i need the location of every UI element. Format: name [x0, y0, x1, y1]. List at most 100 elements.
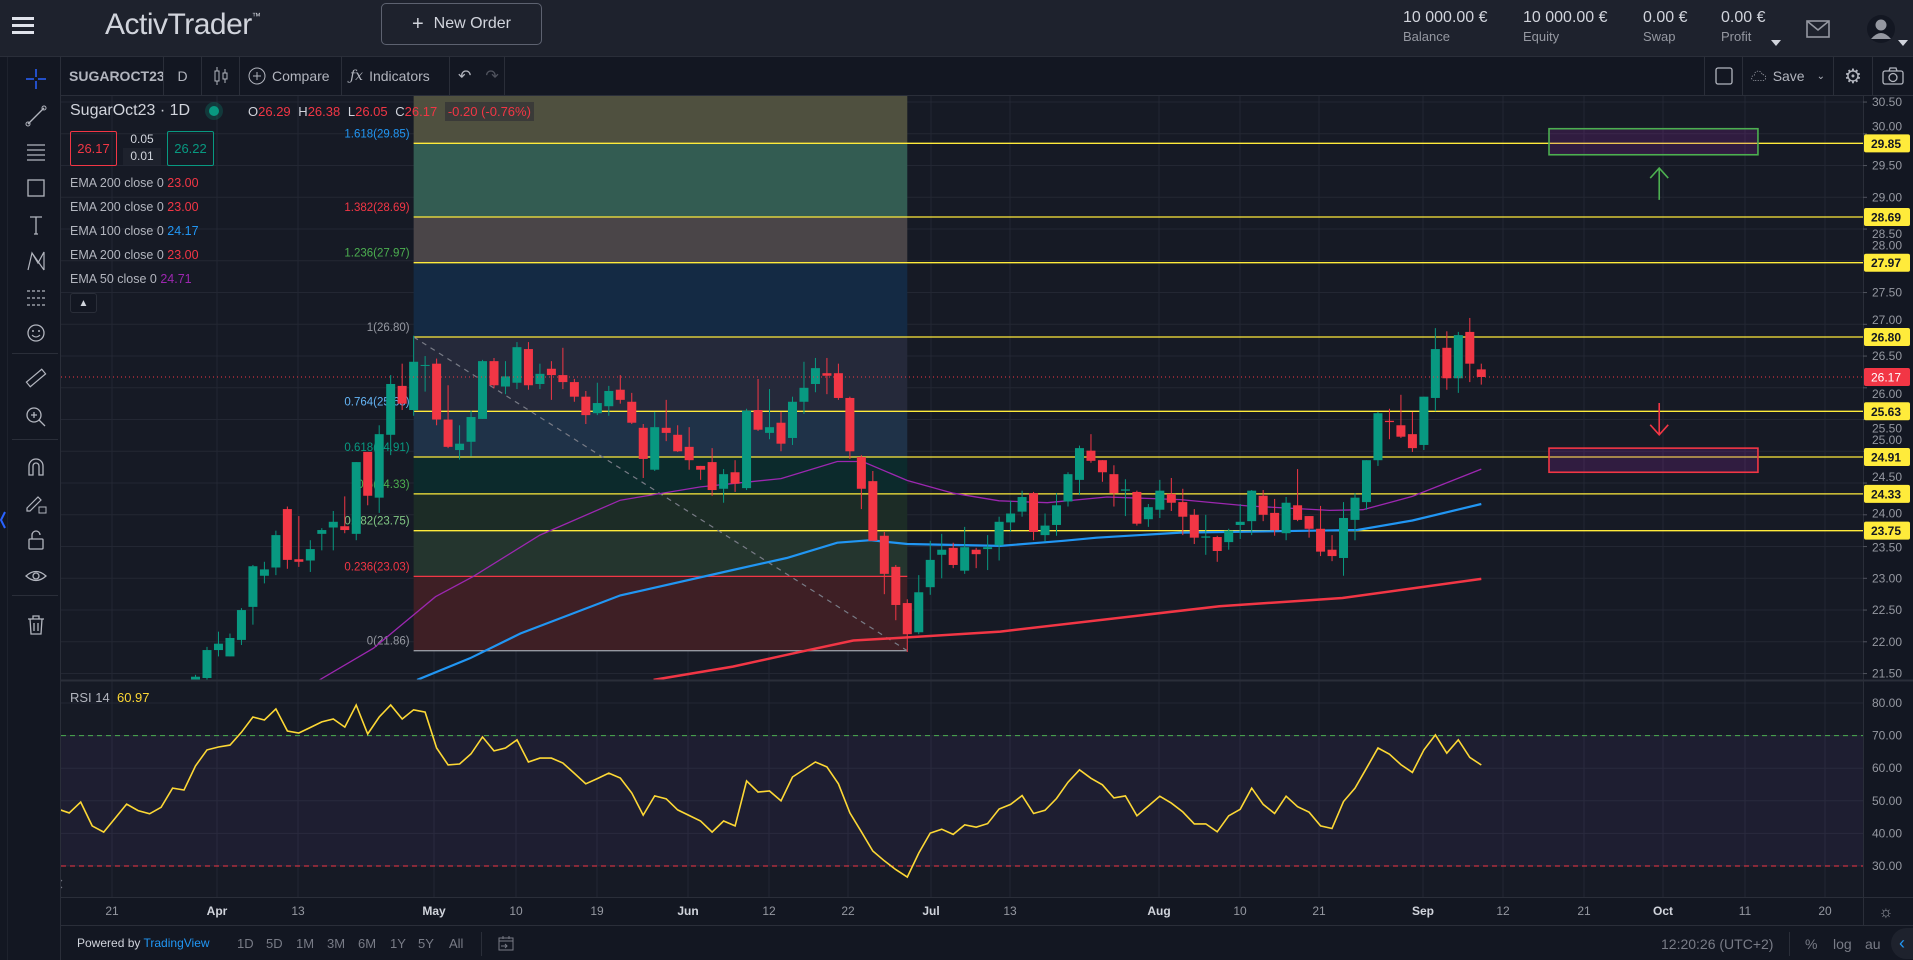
redo-icon[interactable]: ↷	[485, 68, 499, 85]
collapse-panel-button[interactable]: ‹	[1891, 928, 1913, 959]
compare-button[interactable]: Compare	[240, 57, 342, 95]
divider	[12, 439, 58, 440]
range-5d[interactable]: 5D	[266, 936, 283, 951]
candle	[822, 357, 832, 395]
candle-body	[696, 465, 706, 470]
candle	[1109, 465, 1119, 507]
settings-button[interactable]: ⚙	[1834, 57, 1873, 95]
user-avatar-icon[interactable]	[1866, 14, 1896, 44]
function-icon: ƒx	[350, 68, 364, 84]
range-6m[interactable]: 6M	[358, 936, 377, 951]
time-axis-label: May	[422, 904, 446, 918]
clock[interactable]: 12:20:26 (UTC+2)	[1661, 936, 1774, 952]
candle	[225, 633, 235, 657]
expand-sidebar-icon[interactable]	[0, 508, 6, 532]
range-1d[interactable]: 1D	[237, 936, 254, 951]
candle	[397, 363, 407, 411]
candle-body	[914, 592, 924, 633]
indicator-legend-ema200[interactable]: EMA 200 close 0 23.00	[70, 248, 199, 262]
mail-icon[interactable]	[1806, 20, 1830, 38]
go-to-date-icon[interactable]	[498, 935, 514, 951]
indicator-legend-ema200[interactable]: EMA 200 close 0 23.00	[70, 200, 199, 214]
range-1m[interactable]: 1M	[296, 936, 315, 951]
lock-icon[interactable]	[24, 528, 48, 552]
candle-body	[443, 419, 453, 447]
fib-band	[413, 216, 908, 263]
range-1y[interactable]: 1Y	[390, 936, 406, 951]
trend-line-icon[interactable]	[24, 104, 48, 128]
candle	[1316, 505, 1326, 557]
ruler-icon[interactable]	[24, 366, 48, 390]
fib-price-label-bg	[1864, 402, 1910, 421]
candle-body	[1350, 497, 1360, 520]
menu-icon[interactable]	[12, 17, 34, 35]
time-axis-label: 11	[1739, 904, 1752, 918]
profit-dropdown-icon[interactable]	[1771, 40, 1781, 46]
indicator-legend-ema50[interactable]: EMA 50 close 0 24.71	[70, 272, 192, 286]
lock-drawings-icon[interactable]	[24, 491, 48, 515]
time-axis-label: Oct	[1653, 904, 1673, 918]
screenshot-button[interactable]	[1873, 57, 1913, 95]
powered-by[interactable]: Powered by TradingView	[77, 936, 210, 950]
target-zone-up	[1548, 127, 1759, 156]
candle-body	[1476, 369, 1486, 378]
candle-body	[604, 390, 614, 407]
user-dropdown-icon[interactable]	[1898, 40, 1908, 46]
save-button[interactable]: Save ⌄	[1743, 57, 1834, 95]
indicator-legend-ema200[interactable]: EMA 200 close 0 23.00	[70, 176, 199, 190]
log-scale-toggle[interactable]: log	[1833, 936, 1852, 952]
symbol-search[interactable]: SUGAROCT23	[61, 57, 164, 95]
collapse-legend-button[interactable]: ▲	[70, 293, 97, 313]
candle-body	[581, 396, 591, 416]
range-all[interactable]: All	[449, 936, 464, 951]
candle-body	[833, 373, 843, 398]
fullscreen-button[interactable]	[1704, 57, 1743, 95]
indicators-button[interactable]: ƒx Indicators	[342, 57, 450, 95]
sell-button[interactable]: 26.17	[70, 131, 117, 166]
profit[interactable]: 0.00 € Profit	[1721, 9, 1766, 44]
spread: 0.05 0.01	[123, 131, 161, 165]
fib-band	[413, 143, 908, 217]
zoom-in-icon[interactable]	[24, 405, 48, 429]
undo-icon[interactable]: ↶	[458, 68, 472, 85]
buy-button[interactable]: 26.22	[167, 131, 214, 166]
candle	[478, 359, 488, 419]
emoji-icon[interactable]	[24, 321, 48, 345]
candle	[213, 631, 223, 657]
range-3m[interactable]: 3M	[327, 936, 346, 951]
chart-type-button[interactable]	[202, 57, 240, 95]
candle	[1453, 331, 1463, 393]
price-tick-label: 23.50	[1872, 541, 1902, 555]
range-5y[interactable]: 5Y	[418, 936, 434, 951]
new-order-button[interactable]: + New Order	[381, 3, 542, 45]
candle	[937, 533, 947, 579]
rectangle-icon[interactable]	[24, 176, 48, 200]
indicator-legend-ema100[interactable]: EMA 100 close 0 24.17	[70, 224, 199, 238]
trash-icon[interactable]	[24, 613, 48, 637]
candle	[1396, 394, 1406, 438]
percent-scale-toggle[interactable]: %	[1805, 936, 1818, 952]
price-tick-label: 23.00	[1872, 571, 1902, 585]
interval-selector[interactable]: D	[164, 57, 202, 95]
crosshair-icon[interactable]	[24, 67, 48, 91]
fib-level-label: 1(26.80)	[367, 322, 410, 334]
eye-icon[interactable]	[24, 564, 48, 588]
candle-body	[340, 526, 350, 531]
axis-settings-icon[interactable]: ☼	[1879, 904, 1894, 921]
candle-body	[753, 410, 763, 430]
magnet-icon[interactable]	[24, 455, 48, 479]
pattern-icon[interactable]	[24, 249, 48, 273]
text-icon[interactable]	[24, 213, 48, 237]
rsi-legend[interactable]: RSI 14 60.97	[70, 690, 150, 705]
forecast-icon[interactable]	[24, 286, 48, 310]
candle-body	[1453, 335, 1463, 379]
fib-retracement-icon[interactable]	[24, 140, 48, 164]
candle	[1442, 331, 1452, 390]
candle	[1304, 516, 1314, 538]
candle-body	[1166, 493, 1176, 503]
candle-body	[1143, 507, 1153, 520]
candle-body	[500, 376, 510, 387]
candle-body	[535, 373, 545, 384]
auto-scale-toggle[interactable]: au	[1865, 936, 1881, 952]
